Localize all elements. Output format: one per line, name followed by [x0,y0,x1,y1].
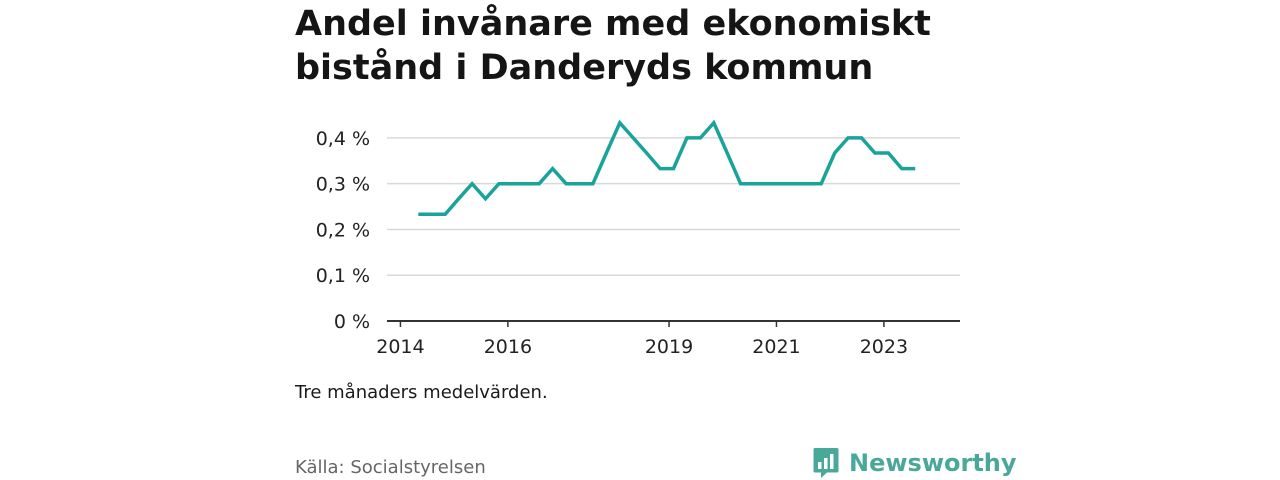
x-tick-label: 2014 [376,336,424,358]
x-tick-label: 2021 [752,336,800,358]
chart-title: Andel invånare med ekonomiskt bistånd i … [295,4,931,88]
chart-card: Andel invånare med ekonomiskt bistånd i … [295,0,1017,480]
y-tick-label: 0,2 % [316,219,370,241]
newsworthy-logo-icon [813,448,839,478]
x-tick-label: 2019 [645,336,693,358]
source-text: Källa: Socialstyrelsen [295,457,486,478]
x-tick-label: 2016 [484,336,532,358]
x-axis-labels: 2014 2016 2019 2021 2023 [376,336,908,358]
chart-note: Tre månaders medelvärden. [295,382,548,403]
brand-logo: Newsworthy [813,446,1017,480]
gridlines [387,137,960,276]
series-line [418,119,916,217]
y-axis-labels: 0 % 0,1 % 0,2 % 0,3 % 0,4 % [316,128,370,333]
y-tick-label: 0,4 % [316,128,370,150]
line-chart: 0 % 0,1 % 0,2 % 0,3 % 0,4 % 2014 2016 2019 2021… [316,119,960,358]
series-layer [418,119,916,217]
y-tick-label: 0,3 % [316,174,370,196]
y-tick-label: 0 % [334,311,370,333]
y-tick-label: 0,1 % [316,265,370,287]
brand-name: Newsworthy [849,449,1017,477]
x-tick-label: 2023 [860,336,908,358]
x-axis [387,320,960,327]
